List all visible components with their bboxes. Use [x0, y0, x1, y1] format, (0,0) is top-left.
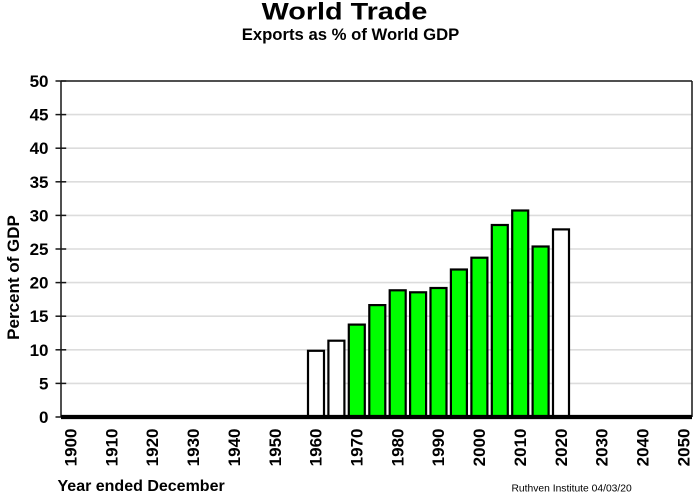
- svg-text:1980: 1980: [388, 429, 407, 467]
- svg-text:1930: 1930: [184, 429, 203, 467]
- svg-text:Year ended December: Year ended December: [58, 478, 225, 495]
- svg-text:2040: 2040: [633, 429, 652, 467]
- svg-text:0: 0: [39, 408, 48, 427]
- svg-text:World Trade: World Trade: [262, 0, 428, 25]
- svg-text:2010: 2010: [511, 429, 530, 467]
- svg-text:35: 35: [30, 173, 49, 192]
- svg-text:2030: 2030: [593, 429, 612, 467]
- svg-text:15: 15: [30, 307, 49, 326]
- svg-text:2020: 2020: [552, 429, 571, 467]
- svg-text:2050: 2050: [674, 429, 693, 467]
- svg-text:30: 30: [30, 206, 49, 225]
- svg-text:Ruthven Institute 04/03/20: Ruthven Institute 04/03/20: [512, 484, 632, 495]
- svg-text:1900: 1900: [61, 429, 80, 467]
- svg-text:25: 25: [30, 240, 49, 259]
- svg-text:20: 20: [30, 274, 49, 293]
- svg-text:Percent of GDP: Percent of GDP: [4, 215, 23, 340]
- svg-text:1970: 1970: [347, 429, 366, 467]
- svg-text:1950: 1950: [266, 429, 285, 467]
- svg-text:2000: 2000: [470, 429, 489, 467]
- svg-text:10: 10: [30, 341, 49, 360]
- svg-text:45: 45: [30, 106, 49, 125]
- svg-text:1920: 1920: [143, 429, 162, 467]
- svg-text:1940: 1940: [225, 429, 244, 467]
- svg-text:50: 50: [30, 72, 49, 91]
- svg-text:5: 5: [39, 374, 48, 393]
- svg-text:40: 40: [30, 139, 49, 158]
- svg-text:1960: 1960: [307, 429, 326, 467]
- svg-text:1910: 1910: [102, 429, 121, 467]
- svg-text:Exports as % of World GDP: Exports as % of World GDP: [242, 25, 460, 44]
- svg-text:1990: 1990: [429, 429, 448, 467]
